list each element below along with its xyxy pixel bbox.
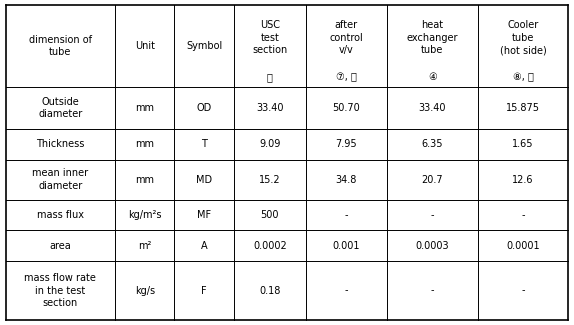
Text: F: F: [201, 285, 207, 295]
Text: T: T: [201, 139, 207, 150]
Text: after
control
v/v: after control v/v: [329, 20, 363, 55]
Text: Cooler
tube
(hot side): Cooler tube (hot side): [499, 20, 546, 55]
Text: OD: OD: [196, 103, 212, 113]
Text: ④: ④: [428, 72, 437, 82]
Text: area: area: [49, 240, 71, 251]
Text: -: -: [430, 210, 434, 220]
Text: 12.6: 12.6: [512, 175, 534, 185]
Text: mm: mm: [135, 139, 154, 150]
Text: 50.70: 50.70: [332, 103, 360, 113]
Text: 15.2: 15.2: [259, 175, 281, 185]
Text: -: -: [430, 285, 434, 295]
Text: mm: mm: [135, 175, 154, 185]
Text: 0.0003: 0.0003: [416, 240, 449, 251]
Text: 0.18: 0.18: [259, 285, 281, 295]
Text: ⑫: ⑫: [267, 72, 273, 82]
Text: 33.40: 33.40: [256, 103, 284, 113]
Text: 33.40: 33.40: [418, 103, 446, 113]
Text: Outside
diameter: Outside diameter: [38, 97, 83, 119]
Text: kg/m²s: kg/m²s: [128, 210, 161, 220]
Text: Thickness: Thickness: [36, 139, 84, 150]
Text: 1.65: 1.65: [512, 139, 534, 150]
Text: mass flux: mass flux: [37, 210, 84, 220]
Text: -: -: [344, 285, 348, 295]
Text: A: A: [201, 240, 207, 251]
Text: heat
exchanger
tube: heat exchanger tube: [406, 20, 458, 55]
Text: -: -: [521, 210, 525, 220]
Text: m²: m²: [138, 240, 152, 251]
Text: 9.09: 9.09: [259, 139, 281, 150]
Text: kg/s: kg/s: [135, 285, 155, 295]
Text: 15.875: 15.875: [506, 103, 540, 113]
Text: MF: MF: [197, 210, 211, 220]
Text: MD: MD: [196, 175, 212, 185]
Text: ⑧, ⑯: ⑧, ⑯: [513, 72, 533, 82]
Text: -: -: [344, 210, 348, 220]
Text: mass flow rate
in the test
section: mass flow rate in the test section: [25, 273, 96, 308]
Text: 20.7: 20.7: [421, 175, 443, 185]
Text: 6.35: 6.35: [421, 139, 443, 150]
Text: 0.0001: 0.0001: [506, 240, 540, 251]
Text: Symbol: Symbol: [186, 41, 222, 51]
Text: mean inner
diameter: mean inner diameter: [32, 168, 88, 191]
Text: 0.0002: 0.0002: [253, 240, 286, 251]
Text: 34.8: 34.8: [336, 175, 357, 185]
Text: 500: 500: [261, 210, 279, 220]
Text: Unit: Unit: [135, 41, 155, 51]
Text: -: -: [521, 285, 525, 295]
Text: 7.95: 7.95: [336, 139, 357, 150]
Text: USC
test
section: USC test section: [252, 20, 288, 55]
Text: mm: mm: [135, 103, 154, 113]
Text: dimension of
tube: dimension of tube: [29, 35, 92, 57]
Text: ⑦, ⑭: ⑦, ⑭: [336, 72, 357, 82]
Text: 0.001: 0.001: [332, 240, 360, 251]
